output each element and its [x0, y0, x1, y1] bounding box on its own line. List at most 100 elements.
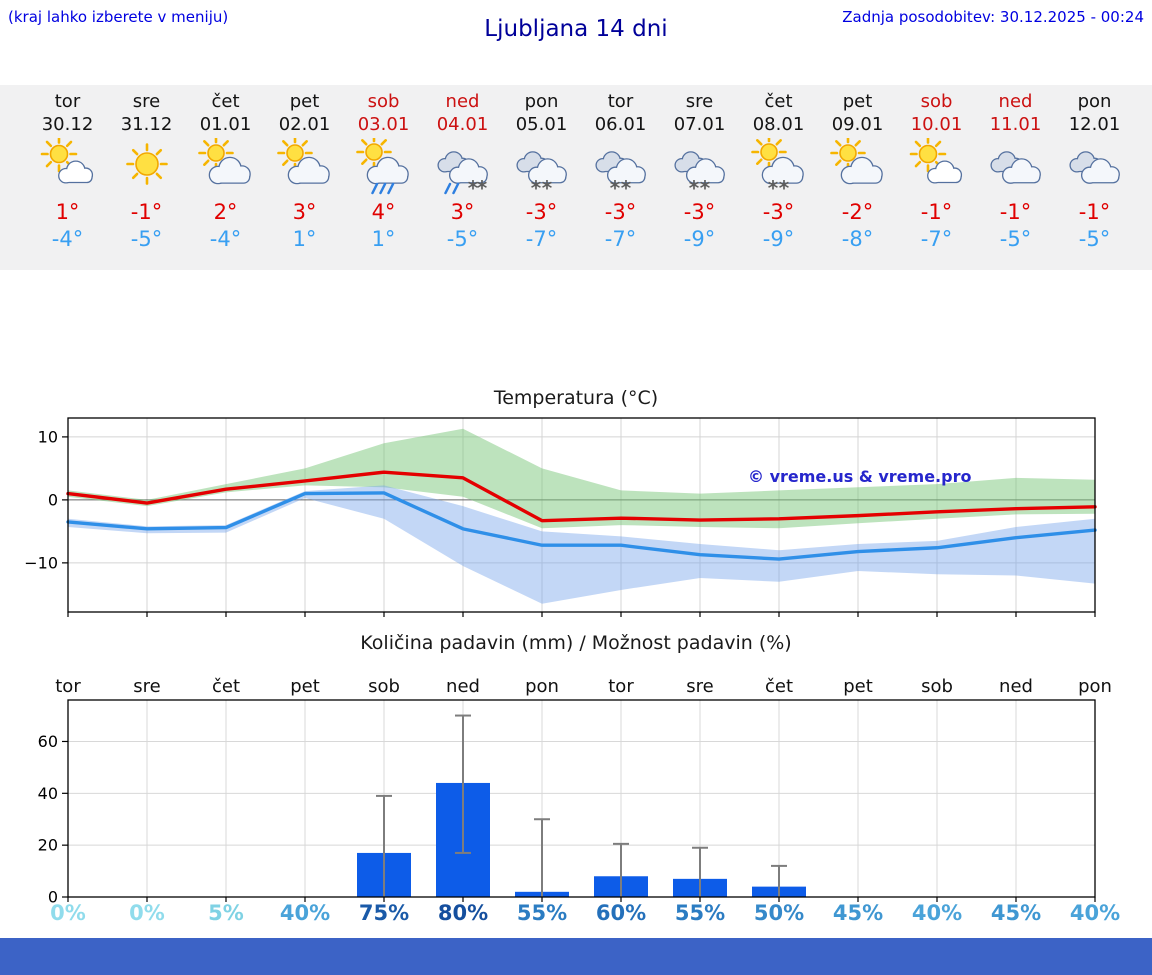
day-date: 03.01 — [357, 114, 410, 135]
precip-probability-3: 40% — [279, 901, 331, 925]
forecast-day-4-sob: sob 03.01 4° 1° — [344, 85, 423, 270]
sun-cloud-snow-icon: * * — [750, 138, 804, 196]
precip-whiskers — [376, 714, 787, 897]
svg-text:*: * — [530, 176, 541, 196]
cloud-snow-icon: * * — [515, 151, 567, 196]
svg-text:*: * — [688, 176, 699, 196]
day-name: sob — [367, 91, 400, 112]
weather-icon-slot — [1055, 138, 1134, 196]
high-temp: -3° — [762, 200, 795, 224]
weather-icon-slot: * * — [502, 138, 581, 196]
day-date: 07.01 — [673, 114, 726, 135]
low-temp: -5° — [999, 227, 1032, 251]
precip-probability-10: 45% — [832, 901, 884, 925]
high-temp: 1° — [55, 200, 80, 224]
cloudy-icon — [1068, 151, 1120, 184]
weather-icon-slot — [186, 138, 265, 196]
day-date: 11.01 — [989, 114, 1042, 135]
precip-probability-6: 55% — [516, 901, 568, 925]
svg-text:*: * — [767, 176, 778, 196]
precip-probability-11: 40% — [911, 901, 963, 925]
svg-text:20: 20 — [38, 836, 58, 855]
forecast-day-9-čet: čet 08.01 * * -3° -9° — [739, 85, 818, 270]
day-date: 06.01 — [594, 114, 647, 135]
high-temp: -1° — [1078, 200, 1111, 224]
forecast-day-1-sre: sre 31.12 -1° -5° — [107, 85, 186, 270]
svg-text:pet: pet — [843, 676, 873, 697]
day-name: tor — [54, 91, 81, 112]
precip-probability-5: 80% — [437, 901, 489, 925]
high-temp: -3° — [683, 200, 716, 224]
svg-text:ned: ned — [999, 676, 1033, 697]
svg-text:pet: pet — [290, 676, 320, 697]
precipitation-chart: tor sre čet pet sob ned pon tor sre čet pet sob ned p… — [38, 676, 1112, 904]
day-date: 05.01 — [515, 114, 568, 135]
weather-icon-slot — [28, 138, 107, 196]
cloud-snow-icon: * * — [594, 151, 646, 196]
weather-icon-slot — [897, 138, 976, 196]
precip-axis-labels: 0 20 40 60 — [38, 732, 1096, 904]
precip-day-labels: tor sre čet pet sob ned pon tor sre čet pet sob ned p… — [55, 676, 1112, 697]
cloud-rain-snow-icon: ** — [436, 151, 488, 196]
high-temp: 3° — [292, 200, 317, 224]
precip-probability-4: 75% — [358, 901, 410, 925]
day-name: čet — [764, 91, 793, 112]
temperature-chart-title: Temperatura (°C) — [493, 387, 659, 409]
menu-hint: (kraj lahko izberete v meniju) — [8, 8, 229, 26]
low-temp: -9° — [762, 227, 795, 251]
day-date: 08.01 — [752, 114, 805, 135]
low-temp: 1° — [292, 227, 317, 251]
high-temp: 3° — [450, 200, 475, 224]
svg-text:sob: sob — [921, 676, 953, 697]
low-temp: -5° — [446, 227, 479, 251]
day-name: sob — [920, 91, 953, 112]
max-temp-line — [66, 470, 1097, 523]
forecast-strip: tor 30.12 1° -4° sre 31.12 -1° -5° čet 0… — [0, 85, 1152, 270]
watermark-link[interactable]: © vreme.us & vreme.pro — [748, 467, 971, 486]
forecast-day-6-pon: pon 05.01 * * -3° -7° — [502, 85, 581, 270]
day-date: 04.01 — [436, 114, 489, 135]
day-name: pon — [1077, 91, 1112, 112]
low-temp: -8° — [841, 227, 874, 251]
svg-text:*: * — [778, 176, 789, 196]
svg-text:*: * — [541, 176, 552, 196]
svg-text:sre: sre — [133, 676, 160, 697]
precip-probability-0: 0% — [50, 901, 86, 925]
low-temp: -5° — [1078, 227, 1111, 251]
temp-axis-labels: 10 0 −10 — [24, 427, 1096, 617]
forecast-day-0-tor: tor 30.12 1° -4° — [28, 85, 107, 270]
svg-text:*: * — [620, 176, 631, 196]
high-temp: -1° — [999, 200, 1032, 224]
precip-plot-frame — [67, 699, 1096, 898]
temperature-chart: 10 0 −10 © vreme.us & vreme.pro — [24, 417, 1097, 617]
svg-text:*: * — [467, 176, 478, 196]
svg-text:*: * — [699, 176, 710, 196]
low-temp: -4° — [209, 227, 242, 251]
day-date: 12.01 — [1068, 114, 1121, 135]
svg-text:čet: čet — [212, 676, 240, 697]
svg-text:čet: čet — [765, 676, 793, 697]
temp-plot-frame — [67, 417, 1096, 613]
sun-behind-cloud-icon — [276, 138, 330, 185]
low-temp: -5° — [130, 227, 163, 251]
sun-icon — [125, 143, 168, 185]
high-temp: -3° — [604, 200, 637, 224]
svg-text:ned: ned — [446, 676, 480, 697]
day-name: pet — [842, 91, 873, 112]
low-temp: 1° — [371, 227, 396, 251]
sun-behind-small-cloud-icon — [40, 138, 93, 184]
weather-icon-slot — [265, 138, 344, 196]
sun-behind-small-cloud-icon — [909, 138, 962, 184]
day-name: pet — [289, 91, 320, 112]
forecast-day-12-ned: ned 11.01 -1° -5° — [976, 85, 1055, 270]
low-temp: -4° — [51, 227, 84, 251]
sun-behind-cloud-icon — [197, 138, 251, 185]
weather-icon-slot: * * — [739, 138, 818, 196]
precip-chart-title: Količina padavin (mm) / Možnost padavin … — [360, 632, 792, 654]
precip-probability-7: 60% — [595, 901, 647, 925]
precip-probability-8: 55% — [674, 901, 726, 925]
weather-icon-slot — [107, 138, 186, 196]
last-update: Zadnja posodobitev: 30.12.2025 - 00:24 — [842, 8, 1144, 26]
forecast-day-5-ned: ned 04.01 * * 3° -5° — [423, 85, 502, 270]
